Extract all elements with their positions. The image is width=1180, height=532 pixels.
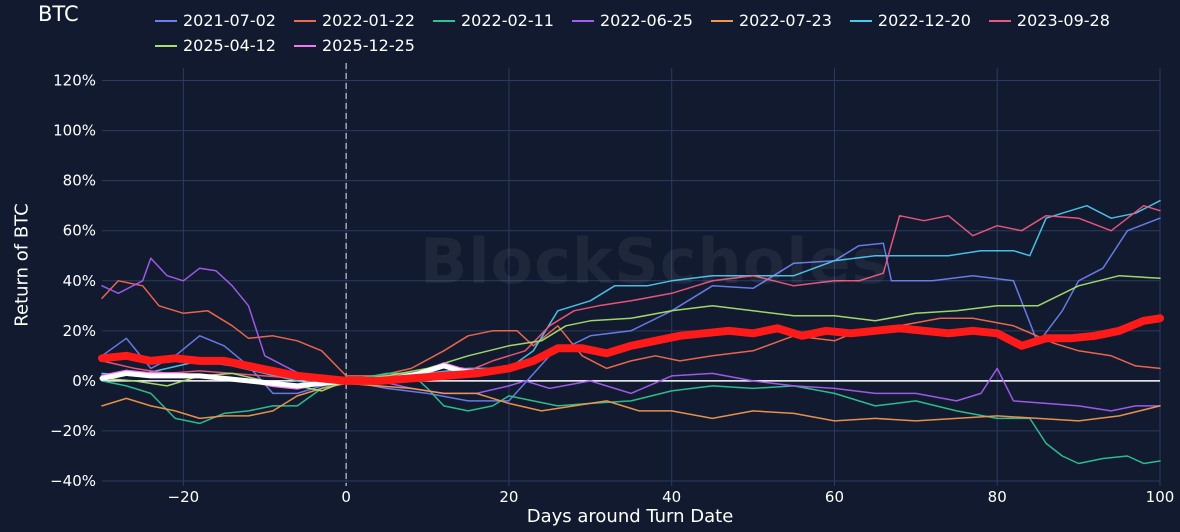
x-tick-label: 40 <box>662 488 681 506</box>
y-tick-label: 100% <box>53 122 96 140</box>
series-line-current-mean <box>99 363 479 389</box>
legend-swatch <box>155 19 177 22</box>
legend-swatch <box>710 19 733 22</box>
y-axis-label: Return of BTC <box>11 203 33 327</box>
series-line-2022-07-23 <box>101 382 1161 422</box>
legend-label: 2021-07-02 <box>183 11 276 30</box>
series-line-2022-01-22 <box>101 280 1161 377</box>
legend-swatch <box>571 19 594 22</box>
legend-item[interactable]: 2022-01-22 <box>293 11 415 30</box>
series-line-2022-06-25 <box>101 257 1161 412</box>
series-line-2022-12-20 <box>101 199 1161 387</box>
series-line-mean <box>98 314 1164 385</box>
legend-swatch <box>155 44 177 47</box>
y-tick-label: 0% <box>72 372 96 390</box>
chart-title: BTC <box>38 2 79 26</box>
x-tick-label: 20 <box>499 488 518 506</box>
legend-label: 2025-04-12 <box>183 36 276 55</box>
x-axis-label: Days around Turn Date <box>526 506 734 527</box>
x-tick-label: −20 <box>168 488 200 506</box>
legend-item[interactable]: 2022-12-20 <box>849 11 971 30</box>
series-line-2022-02-11 <box>101 372 1161 465</box>
legend-row: 2021-07-02 2022-01-22 2022-02-11 2022-06-25… <box>155 8 1155 33</box>
x-tick-label: 100 <box>1146 488 1175 506</box>
legend-label: 2022-02-11 <box>460 11 554 30</box>
y-tick-label: −20% <box>50 422 96 440</box>
y-tick-label: 20% <box>63 322 96 340</box>
legend-item[interactable]: 2022-07-23 <box>710 11 832 30</box>
legend-label: 2022-12-20 <box>877 11 971 30</box>
legend-item[interactable]: 2022-06-25 <box>571 11 693 30</box>
legend-item[interactable]: 2025-12-25 <box>293 36 415 55</box>
y-tick-label: −40% <box>50 472 96 490</box>
legend-label: 2022-06-25 <box>599 11 693 30</box>
legend-swatch <box>293 44 316 47</box>
y-tick-label: 40% <box>63 272 96 290</box>
legend-swatch <box>849 19 872 22</box>
watermark: BlockScholes <box>420 225 890 298</box>
legend: 2021-07-02 2022-01-22 2022-02-11 2022-06-25… <box>155 8 1155 58</box>
legend-swatch <box>293 19 316 22</box>
legend-label: 2023-09-28 <box>1016 11 1110 30</box>
y-tick-label: 120% <box>53 72 96 90</box>
legend-row: 2025-04-12 2025-12-25 <box>155 33 1155 58</box>
legend-item[interactable]: 2022-02-11 <box>432 11 554 30</box>
legend-label: 2025-12-25 <box>321 36 415 55</box>
legend-swatch <box>432 19 455 22</box>
y-tick-label: 80% <box>63 172 96 190</box>
x-tick-label: 80 <box>988 488 1007 506</box>
legend-item[interactable]: 2023-09-28 <box>988 11 1110 30</box>
legend-swatch <box>988 19 1011 22</box>
y-tick-label: 60% <box>63 222 96 240</box>
legend-item[interactable]: 2025-04-12 <box>155 36 276 55</box>
legend-label: 2022-01-22 <box>321 11 415 30</box>
series-line-2021-07-02 <box>101 217 1161 402</box>
legend-item[interactable]: 2021-07-02 <box>155 11 276 30</box>
legend-label: 2022-07-23 <box>738 11 832 30</box>
x-tick-label: 60 <box>825 488 844 506</box>
x-tick-label: 0 <box>341 488 351 506</box>
